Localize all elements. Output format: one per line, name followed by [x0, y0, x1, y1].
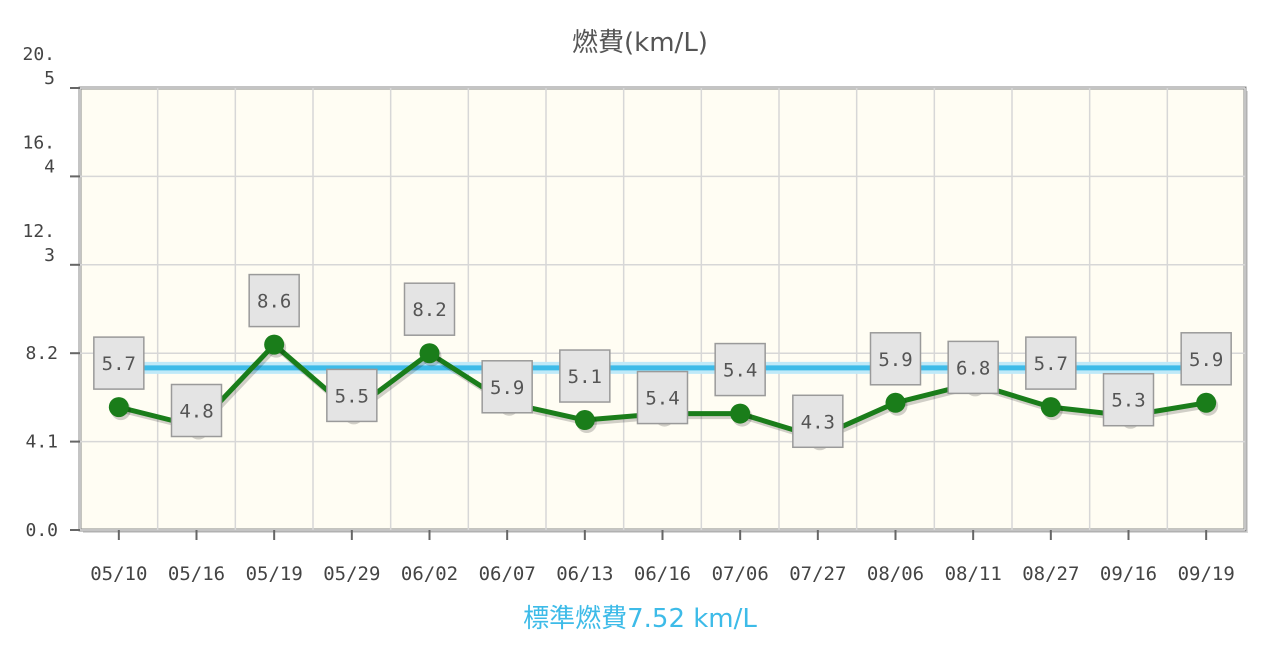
y-tick-label: 20. 5: [22, 44, 55, 89]
data-label-box: [170, 383, 223, 438]
data-label-box: [714, 342, 766, 397]
x-tick-label: 05/16: [168, 563, 225, 585]
data-label: 4.8: [179, 401, 213, 423]
data-label: 8.2: [412, 299, 446, 321]
data-label: 5.7: [102, 353, 136, 375]
y-tick-label: 0.0: [25, 520, 58, 541]
data-label: 5.7: [1034, 353, 1068, 375]
data-point: [264, 334, 285, 355]
data-label: 5.1: [568, 366, 602, 388]
x-tick-label: 05/10: [90, 563, 147, 585]
data-point: [574, 410, 595, 431]
data-label-box: [947, 340, 999, 395]
data-label: 5.9: [878, 349, 912, 371]
data-label-box: [481, 360, 533, 414]
y-tick-label: 12. 3: [22, 221, 55, 266]
data-label: 5.4: [645, 388, 679, 410]
data-label: 6.8: [956, 357, 990, 379]
data-point: [108, 397, 129, 418]
y-tick-label: 16. 4: [22, 132, 55, 177]
data-label: 5.9: [1189, 349, 1223, 371]
data-label: 4.3: [801, 411, 835, 433]
x-tick-label: 09/16: [1100, 563, 1157, 585]
data-label: 5.4: [723, 360, 757, 382]
data-point: [730, 403, 751, 424]
data-point: [1040, 397, 1061, 418]
data-label-box: [93, 336, 145, 390]
data-label-box: [636, 370, 689, 425]
data-label-box: [1102, 372, 1155, 427]
x-tick-label: 07/06: [712, 563, 769, 585]
x-tick-label: 06/02: [401, 563, 458, 585]
x-tick-label: 05/29: [323, 563, 380, 585]
reference-caption: 標準燃費7.52 km/L: [523, 604, 757, 634]
x-tick-label: 09/19: [1178, 563, 1235, 585]
data-label-box: [326, 368, 378, 423]
chart-title: 燃費(km/L): [572, 28, 708, 58]
data-point: [885, 392, 906, 413]
data-label-box: [1180, 332, 1232, 386]
data-label: 5.3: [1111, 390, 1145, 412]
x-tick-label: 05/19: [246, 563, 303, 585]
data-label-box: [403, 282, 456, 336]
x-tick-label: 08/27: [1022, 563, 1079, 585]
data-label-box: [1025, 336, 1077, 390]
data-label-box: [559, 349, 611, 403]
data-label: 8.6: [257, 291, 291, 313]
data-point: [419, 343, 440, 364]
data-label-box: [248, 273, 300, 328]
data-point: [1196, 392, 1217, 413]
data-label: 5.9: [490, 377, 524, 399]
data-label-box: [792, 394, 844, 449]
x-tick-label: 06/16: [634, 563, 691, 585]
x-tick-label: 08/11: [945, 563, 1002, 585]
y-tick-label: 8.2: [25, 343, 58, 364]
x-tick-label: 06/13: [556, 563, 613, 585]
data-label-box: [869, 332, 922, 386]
y-tick-label: 4.1: [25, 432, 58, 453]
x-tick-label: 07/27: [789, 563, 846, 585]
x-tick-label: 06/07: [479, 563, 536, 585]
x-tick-label: 08/06: [867, 563, 924, 585]
data-label: 5.5: [335, 385, 369, 407]
